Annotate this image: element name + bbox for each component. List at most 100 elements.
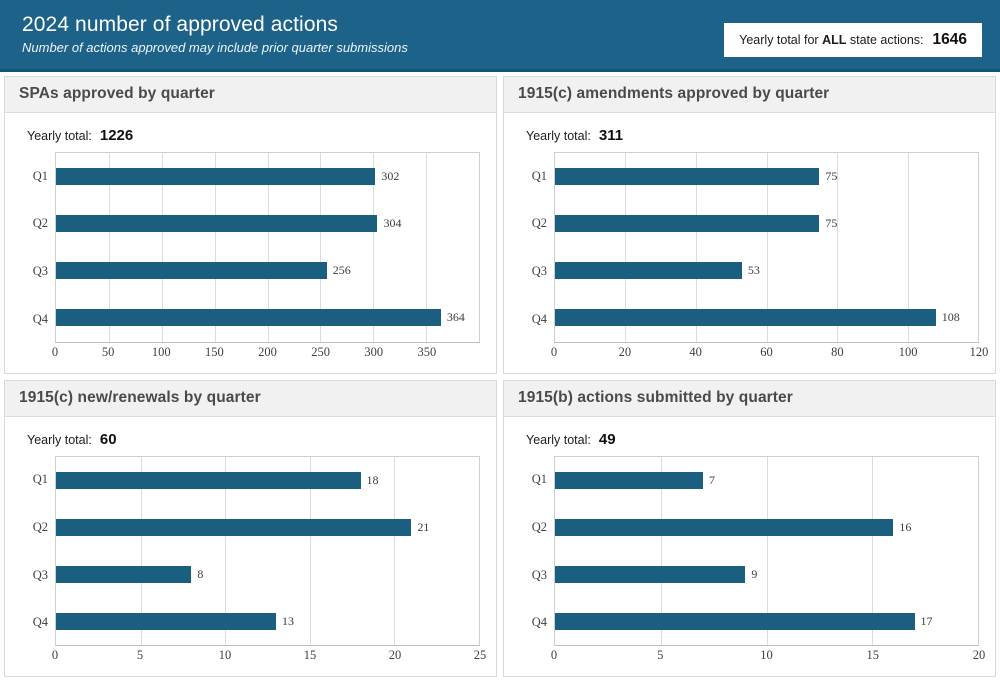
category-label: Q2: [32, 216, 48, 231]
bar-row: 53: [555, 247, 978, 294]
yearly-total-label: Yearly total:: [27, 432, 92, 447]
bar-chart: Q1 Q2 Q3 Q4 302 304 256 364 0 50 100 150 200 250 300…: [21, 152, 480, 365]
category-label: Q4: [32, 311, 48, 326]
yearly-total: Yearly total: 49: [520, 431, 979, 448]
panel-title: 1915(b) actions submitted by quarter: [518, 388, 793, 406]
bar-row: 13: [56, 598, 479, 645]
value-axis: 0 5 10 15 20 25: [21, 648, 486, 668]
category-label: Q2: [531, 519, 547, 534]
bar-series: 302 304 256 364: [56, 153, 479, 342]
bar-row: 16: [555, 504, 978, 551]
bar-value-label: 364: [446, 310, 465, 325]
page-title: 2024 number of approved actions: [22, 13, 338, 36]
value-axis-track: 0 20 40 60 80 100 120: [551, 344, 989, 365]
bar-value-label: 302: [381, 169, 400, 184]
bar-value-label: 13: [281, 613, 294, 628]
bar: [56, 262, 327, 280]
bar-row: 302: [56, 153, 479, 200]
bar-value-label: 75: [825, 169, 838, 184]
x-tick-label: 5: [657, 648, 664, 662]
yearly-total-label: Yearly total:: [526, 432, 591, 447]
value-axis: 0 20 40 60 80 100 120: [520, 344, 989, 365]
header-title-group: 2024 number of approved actions Number o…: [22, 9, 408, 57]
yearly-total: Yearly total: 311: [520, 127, 979, 144]
category-axis: Q1 Q2 Q3 Q4: [21, 152, 55, 343]
bar-series: 75 75 53 108: [555, 153, 978, 342]
page-subtitle: Number of actions approved may include p…: [22, 40, 408, 55]
bar: [555, 309, 936, 327]
yearly-total-value: 1226: [99, 127, 134, 144]
x-tick-label: 0: [550, 648, 558, 662]
category-label: Q1: [32, 472, 48, 487]
bar-series: 18 21 8 13: [56, 457, 479, 646]
bar: [555, 612, 915, 630]
bar-value-label: 108: [941, 310, 960, 325]
category-label: Q4: [531, 311, 547, 326]
panel-spas-approved: SPAs approved by quarter Yearly total: 1…: [4, 76, 497, 374]
badge-label-prefix: Yearly total for: [739, 33, 823, 47]
category-label: Q3: [32, 264, 48, 279]
bar-row: 75: [555, 200, 978, 247]
category-label: Q4: [531, 615, 547, 630]
x-tick-label: 60: [760, 344, 773, 359]
bar: [56, 565, 192, 583]
x-tick-label: 15: [303, 648, 317, 662]
value-axis-spacer: [21, 648, 55, 668]
panel-header: 1915(b) actions submitted by quarter: [504, 380, 995, 417]
panel-header: 1915(c) amendments approved by quarter: [504, 77, 995, 113]
yearly-total-value: 311: [598, 127, 624, 144]
x-tick-label: 80: [831, 344, 844, 359]
bar-value-label: 75: [825, 216, 838, 231]
value-axis: 0 5 10 15 20: [520, 648, 985, 668]
x-tick-label: 15: [866, 648, 880, 662]
badge-value: 1646: [932, 31, 967, 48]
badge-label-suffix: state actions:: [846, 33, 924, 47]
chart-plot-area: Q1 Q2 Q3 Q4 75 75 53 108: [520, 152, 979, 343]
x-tick-label: 10: [760, 648, 773, 662]
yearly-total: Yearly total: 60: [21, 431, 480, 448]
bar-value-label: 9: [751, 566, 758, 581]
x-tick-label: 300: [364, 344, 384, 359]
panel-body: Yearly total: 49 Q1 Q2 Q3 Q4 7 16 9 17 0 5 10 15 2…: [504, 416, 995, 676]
bar-row: 256: [56, 247, 479, 294]
panel-body: Yearly total: 311 Q1 Q2 Q3 Q4 75 75 53 108 0 20…: [504, 113, 995, 373]
x-tick-label: 0: [51, 648, 59, 662]
dashboard-header: 2024 number of approved actions Number o…: [0, 0, 1000, 72]
category-axis: Q1 Q2 Q3 Q4: [21, 456, 55, 647]
yearly-total-label: Yearly total:: [526, 129, 591, 143]
x-tick-label: 120: [969, 344, 989, 359]
bar: [56, 309, 441, 327]
category-label: Q3: [531, 264, 547, 279]
value-axis-track: 0 50 100 150 200 250 300 350: [52, 344, 480, 365]
yearly-total-value: 49: [598, 430, 616, 448]
category-axis: Q1 Q2 Q3 Q4: [520, 152, 554, 343]
x-tick-label: 5: [136, 648, 144, 662]
chart-plot-area: Q1 Q2 Q3 Q4 18 21 8 13: [21, 455, 480, 647]
x-tick-label: 25: [473, 648, 487, 662]
chart-plot-area: Q1 Q2 Q3 Q4 302 304 256 364: [21, 152, 480, 343]
bar-row: 21: [56, 504, 479, 551]
panel-1915b-actions: 1915(b) actions submitted by quarter Yea…: [503, 379, 996, 677]
bar: [555, 518, 894, 536]
x-tick-label: 20: [388, 648, 402, 662]
bar-row: 304: [56, 200, 479, 247]
plot-region: 7 16 9 17: [554, 455, 979, 646]
bar-row: 108: [555, 294, 978, 341]
yearly-total-value: 60: [99, 430, 117, 448]
value-axis: 0 50 100 150 200 250 300 350: [21, 345, 480, 365]
bar-value-label: 18: [366, 472, 379, 487]
value-axis-track: 0 5 10 15 20 25: [51, 648, 486, 668]
bar: [555, 215, 820, 233]
x-tick-label: 50: [101, 344, 115, 359]
bar-row: 18: [56, 457, 479, 504]
category-label: Q3: [32, 567, 48, 582]
bar: [555, 565, 746, 583]
yearly-total: Yearly total: 1226: [21, 127, 480, 144]
bar-row: 75: [555, 153, 978, 200]
panel-header: SPAs approved by quarter: [5, 77, 496, 113]
bar-row: 364: [56, 294, 479, 341]
bar-value-label: 256: [332, 263, 351, 278]
bar-value-label: 17: [920, 613, 933, 628]
category-label: Q3: [531, 567, 547, 582]
